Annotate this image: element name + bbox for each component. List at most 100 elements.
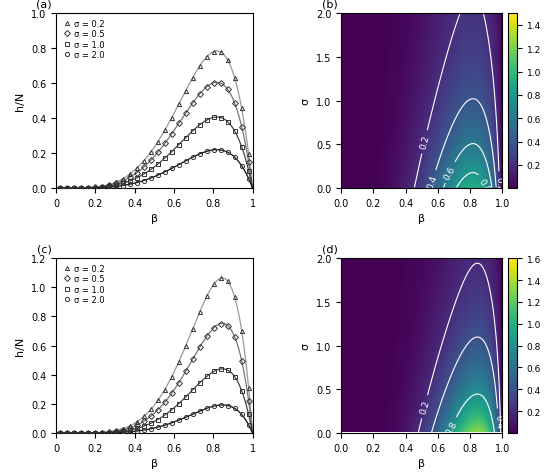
σ = 1.0 — [239, 145, 245, 150]
σ = 1.0 — [175, 142, 182, 148]
σ = 2.0 — [77, 186, 84, 192]
σ = 2.0 — [57, 430, 63, 436]
σ = 0.2 — [183, 343, 189, 349]
σ = 0.2 — [161, 128, 168, 134]
σ = 0.2 — [231, 295, 238, 300]
Line: σ = 2.0: σ = 2.0 — [58, 403, 251, 435]
σ = 0.2 — [197, 309, 203, 315]
σ = 0.2 — [141, 159, 147, 164]
σ = 2.0 — [245, 177, 252, 182]
σ = 0.5 — [239, 124, 245, 130]
σ = 0.2 — [133, 419, 140, 425]
Line: σ = 0.2: σ = 0.2 — [58, 50, 251, 191]
σ = 2.0 — [161, 170, 168, 176]
σ = 1.0 — [231, 374, 238, 380]
σ = 0.5 — [161, 399, 168, 405]
σ = 1.0 — [217, 367, 224, 372]
σ = 0.5 — [147, 414, 154, 419]
Text: 0.8: 0.8 — [477, 177, 492, 194]
σ = 1.0 — [217, 116, 224, 121]
σ = 1.0 — [147, 167, 154, 173]
σ = 2.0 — [169, 420, 175, 426]
σ = 0.5 — [211, 81, 217, 87]
σ = 1.0 — [169, 407, 175, 413]
σ = 2.0 — [225, 150, 231, 156]
σ = 0.5 — [155, 150, 161, 156]
σ = 2.0 — [91, 430, 98, 436]
σ = 0.5 — [127, 425, 133, 431]
σ = 2.0 — [203, 149, 210, 155]
σ = 0.5 — [113, 428, 119, 434]
σ = 0.5 — [211, 326, 217, 331]
σ = 2.0 — [119, 429, 126, 435]
σ = 2.0 — [141, 178, 147, 184]
X-axis label: β: β — [151, 458, 158, 468]
σ = 0.5 — [57, 430, 63, 436]
σ = 2.0 — [203, 406, 210, 411]
σ = 0.2 — [147, 150, 154, 156]
σ = 2.0 — [189, 411, 196, 417]
σ = 0.5 — [183, 368, 189, 374]
Text: 0.2: 0.2 — [418, 399, 431, 415]
σ = 0.5 — [189, 357, 196, 362]
X-axis label: β: β — [418, 458, 425, 468]
σ = 1.0 — [169, 149, 175, 155]
σ = 0.5 — [133, 170, 140, 176]
σ = 2.0 — [239, 164, 245, 169]
σ = 0.5 — [225, 87, 231, 93]
σ = 1.0 — [64, 186, 71, 192]
σ = 0.2 — [133, 166, 140, 172]
σ = 2.0 — [169, 166, 175, 172]
σ = 0.2 — [189, 76, 196, 81]
σ = 0.2 — [113, 428, 119, 434]
σ = 1.0 — [197, 123, 203, 129]
σ = 2.0 — [71, 186, 77, 192]
σ = 0.5 — [189, 101, 196, 107]
σ = 0.2 — [77, 430, 84, 436]
σ = 0.5 — [161, 141, 168, 147]
σ = 1.0 — [57, 430, 63, 436]
X-axis label: β: β — [151, 214, 158, 224]
σ = 2.0 — [183, 159, 189, 164]
σ = 0.2 — [155, 139, 161, 145]
σ = 2.0 — [127, 429, 133, 435]
σ = 1.0 — [225, 367, 231, 373]
Line: σ = 0.5: σ = 0.5 — [58, 322, 251, 435]
σ = 0.5 — [64, 186, 71, 192]
σ = 1.0 — [119, 181, 126, 187]
Text: 0.8: 0.8 — [444, 419, 459, 436]
σ = 2.0 — [197, 408, 203, 414]
σ = 1.0 — [127, 427, 133, 433]
σ = 0.5 — [77, 186, 84, 191]
σ = 0.2 — [105, 429, 112, 435]
σ = 0.2 — [57, 430, 63, 436]
σ = 1.0 — [183, 394, 189, 400]
σ = 1.0 — [175, 401, 182, 407]
σ = 1.0 — [85, 430, 91, 436]
σ = 0.5 — [175, 380, 182, 386]
σ = 0.2 — [169, 116, 175, 121]
σ = 0.2 — [161, 387, 168, 393]
σ = 1.0 — [161, 156, 168, 162]
σ = 0.5 — [147, 158, 154, 164]
σ = 0.2 — [119, 177, 126, 182]
σ = 0.5 — [155, 407, 161, 413]
σ = 1.0 — [203, 374, 210, 379]
σ = 2.0 — [147, 426, 154, 432]
σ = 2.0 — [147, 176, 154, 181]
σ = 0.2 — [71, 430, 77, 436]
σ = 0.5 — [71, 430, 77, 436]
σ = 0.5 — [183, 111, 189, 117]
σ = 1.0 — [197, 380, 203, 386]
Text: (a): (a) — [36, 0, 52, 10]
σ = 1.0 — [189, 387, 196, 393]
σ = 1.0 — [211, 369, 217, 375]
σ = 1.0 — [183, 136, 189, 141]
Text: 0.2: 0.2 — [494, 177, 504, 191]
σ = 0.2 — [239, 106, 245, 112]
σ = 2.0 — [175, 417, 182, 423]
σ = 0.5 — [169, 390, 175, 396]
Text: 0.4: 0.4 — [426, 174, 439, 190]
σ = 0.2 — [197, 64, 203, 69]
σ = 0.2 — [189, 326, 196, 332]
